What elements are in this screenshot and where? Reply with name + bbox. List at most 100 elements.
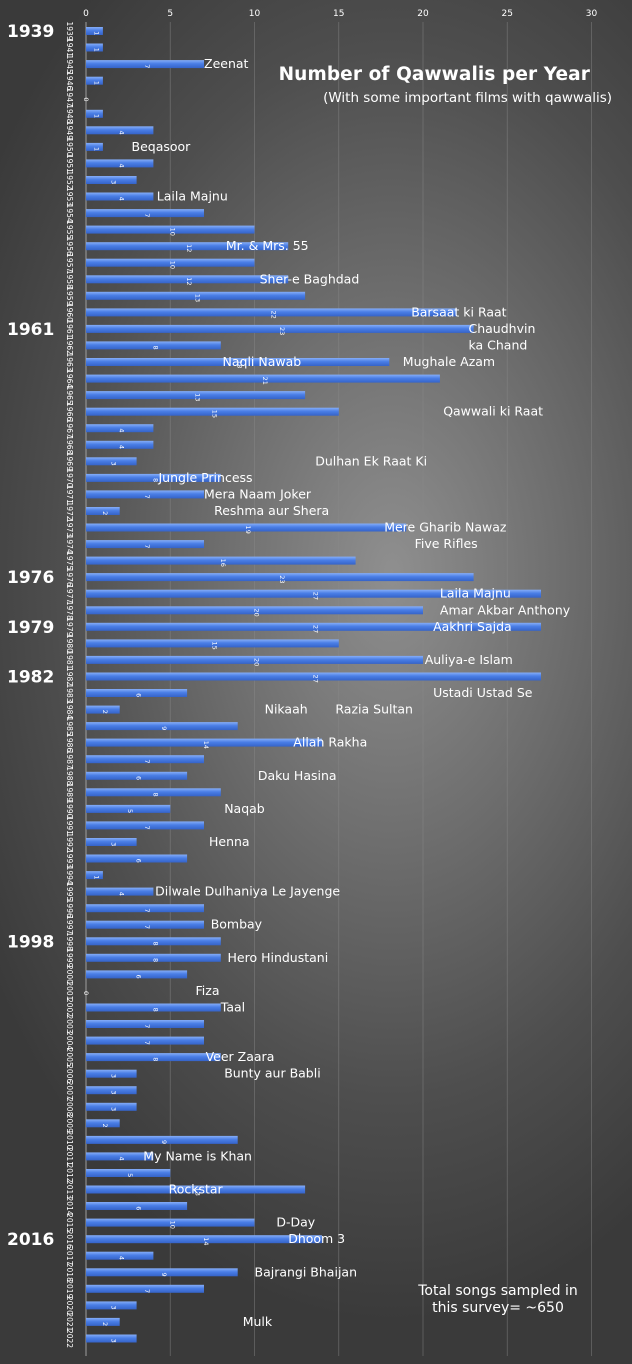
year-label: 1939: [65, 21, 74, 40]
bar: [86, 1317, 120, 1326]
bar-value-label: 2: [101, 1123, 109, 1127]
bar-value-label: 10: [168, 261, 176, 269]
year-label: 2020: [65, 1296, 74, 1315]
bar: [86, 556, 356, 565]
bar: [86, 1069, 137, 1078]
year-label: 1950: [65, 137, 74, 156]
year-label: 2011: [65, 1147, 74, 1166]
bar-value-label: 3: [109, 1107, 117, 1111]
year-label: 2019: [65, 1279, 74, 1298]
bar-value-label: 3: [109, 1306, 117, 1310]
bar: [86, 159, 154, 168]
bar-value-label: 0: [82, 991, 90, 995]
bar-value-label: 1: [92, 147, 100, 151]
film-annotation: Bajrangi Bhaijan: [255, 1264, 358, 1279]
highlight-year-label: 1976: [7, 568, 54, 588]
year-label: 1948: [65, 104, 74, 123]
bar: [86, 540, 204, 549]
year-label: 1987: [65, 750, 74, 769]
bar-value-label: 5: [126, 809, 134, 813]
film-annotation: Daku Hasina: [258, 768, 337, 783]
highlight-year-label: 1979: [7, 618, 54, 638]
film-annotation: Bombay: [211, 917, 263, 932]
highlight-year-label: 1982: [7, 668, 54, 688]
bar-value-label: 13: [194, 1188, 202, 1196]
year-label: 1963: [65, 352, 74, 371]
year-label: 1993: [65, 849, 74, 868]
bar: [86, 126, 154, 135]
film-annotation: Taal: [220, 1000, 245, 1015]
film-annotation: Allah Rakha: [293, 735, 367, 750]
bar-value-label: 27: [312, 592, 320, 600]
bar: [86, 258, 255, 267]
bar-value-label: 27: [312, 625, 320, 633]
year-label: 2005: [65, 1048, 74, 1067]
bar-value-label: 4: [118, 1256, 126, 1260]
film-annotation: Dhoom 3: [288, 1231, 345, 1246]
bar: [86, 374, 440, 383]
bar: [86, 738, 322, 747]
title-block: Number of Qawwalis per Year (With some i…: [279, 64, 612, 106]
bar-value-label: 14: [202, 1237, 210, 1245]
bar: [86, 722, 238, 731]
bar: [86, 407, 339, 416]
year-label: 2000: [65, 965, 74, 984]
bar-value-label: 6: [135, 693, 143, 697]
bar: [86, 970, 188, 979]
bar-value-label: 7: [143, 1289, 151, 1293]
film-annotation: Mr. & Mrs. 55: [226, 238, 309, 253]
film-annotation: Nikaah: [265, 702, 308, 717]
bar-value-label: 8: [151, 1008, 159, 1012]
bar-value-label: 6: [135, 859, 143, 863]
year-label: 1991: [65, 816, 74, 835]
x-tick-label: 30: [586, 9, 598, 19]
year-label: 1999: [65, 948, 74, 967]
bar-value-label: 2: [101, 710, 109, 714]
year-label: 1975: [65, 551, 74, 570]
film-annotation: Five Rifles: [415, 536, 478, 551]
bar-value-label: 15: [210, 410, 218, 418]
bar: [86, 142, 103, 151]
bar-value-label: 22: [269, 310, 277, 318]
bar-value-label: 10: [168, 228, 176, 236]
film-annotation: Naqli Nawab: [223, 354, 302, 369]
bar: [86, 440, 154, 449]
highlight-year-label: 1961: [7, 320, 54, 340]
bar-value-label: 21: [261, 377, 269, 385]
year-label: 1941: [65, 38, 74, 57]
bar-value-label: 3: [109, 1339, 117, 1343]
bar-value-label: 4: [118, 428, 126, 432]
film-annotation: Amar Akbar Anthony: [440, 602, 571, 617]
bar-value-label: 9: [160, 1140, 168, 1144]
bar: [86, 1268, 238, 1277]
bar: [86, 1003, 221, 1012]
bar: [86, 689, 188, 697]
bar: [86, 358, 390, 366]
bar: [86, 225, 255, 234]
bar: [86, 1036, 204, 1045]
bar: [86, 887, 154, 896]
year-label: 1976: [65, 568, 74, 587]
film-annotation: Mere Gharib Nawaz: [384, 520, 507, 535]
year-label: 1998: [65, 932, 74, 951]
x-tick-label: 25: [502, 9, 513, 19]
year-label: 1983: [65, 683, 74, 702]
year-label: 2015: [65, 1213, 74, 1232]
film-annotation: Qawwali ki Raat: [443, 404, 543, 419]
bar-value-label: 7: [143, 64, 151, 68]
year-label: 2017: [65, 1246, 74, 1265]
film-annotation: Beqasoor: [132, 139, 192, 154]
year-label: 1970: [65, 468, 74, 487]
bar-value-label: 20: [253, 608, 261, 616]
bar-value-label: 8: [151, 1057, 159, 1061]
year-label: 1956: [65, 237, 74, 256]
bar-value-label: 15: [210, 641, 218, 649]
bar: [86, 209, 204, 218]
bar: [86, 1102, 137, 1111]
bar-value-label: 6: [135, 975, 143, 979]
year-label: 2014: [65, 1196, 74, 1215]
bar: [86, 1053, 221, 1062]
film-annotation: Rockstar: [169, 1182, 224, 1197]
bar: [86, 1020, 204, 1028]
year-label: 1973: [65, 518, 74, 537]
